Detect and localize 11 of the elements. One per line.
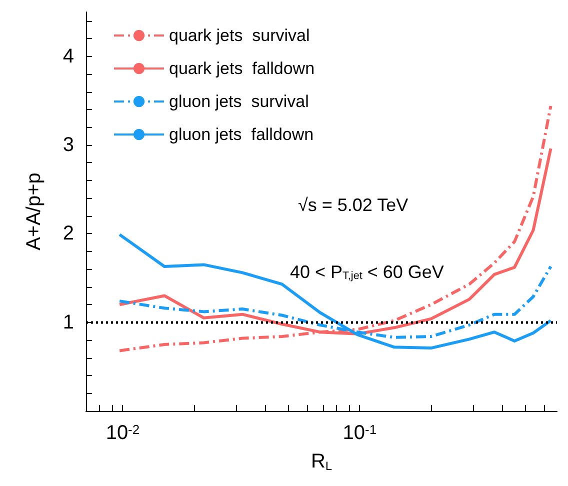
legend-label: quark jets falldown [169, 59, 315, 78]
annotation: 40 < PT,jet < 60 GeV [290, 262, 444, 282]
y-tick-label: 1 [62, 311, 74, 334]
y-tick-label: 4 [62, 45, 74, 68]
annotation: √s = 5.02 TeV [298, 195, 408, 215]
legend-label: gluon jets falldown [169, 125, 314, 144]
legend-label: gluon jets survival [169, 92, 309, 111]
legend-label: quark jets survival [169, 26, 310, 45]
y-tick-label: 2 [62, 222, 74, 245]
y-tick-label: 3 [62, 134, 74, 156]
y-axis-title: A+A/p+p [23, 172, 45, 250]
